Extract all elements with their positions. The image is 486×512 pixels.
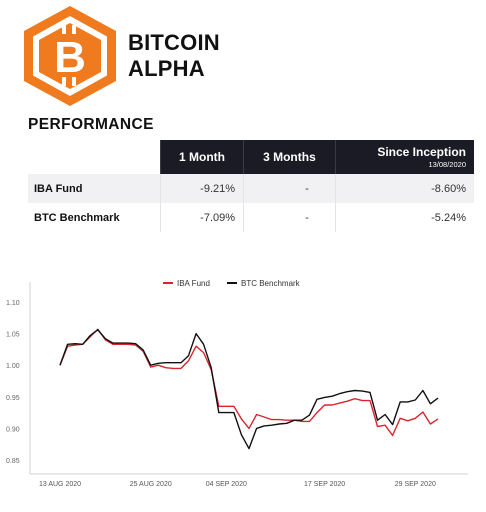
x-tick-label: 04 SEP 2020 (206, 481, 247, 488)
table-corner (28, 140, 161, 174)
brand-line-1: BITCOIN (128, 30, 220, 55)
performance-title: PERFORMANCE (28, 116, 154, 133)
column-header-1-month: 1 Month (159, 140, 244, 174)
column-header-3-months: 3 Months (243, 140, 336, 174)
performance-line-chart: 1.10 1.05 1.00 0.95 0.90 0.85 13 AUG 2020 25 AU… (6, 279, 468, 488)
y-tick-label: 1.10 (6, 300, 20, 307)
y-tick-label: 0.95 (6, 395, 20, 402)
x-tick-label: 29 SEP 2020 (395, 481, 436, 488)
cell-1-month: -9.21% (159, 174, 244, 203)
table-row: BTC Benchmark -7.09% - -5.24% (28, 203, 474, 232)
x-tick-label: 13 AUG 2020 (39, 481, 81, 488)
cell-3-months: - (243, 203, 336, 232)
y-tick-label: 1.00 (6, 363, 20, 370)
x-tick-label: 25 AUG 2020 (130, 481, 172, 488)
cell-since-inception: -8.60% (334, 174, 474, 203)
performance-table: 1 Month 3 Months Since Inception 13/08/2… (28, 140, 474, 232)
bitcoin-alpha-logo: B (24, 6, 116, 106)
legend-label: BTC Benchmark (241, 279, 301, 288)
legend-label: IBA Fund (177, 279, 210, 288)
cell-3-months: - (243, 174, 336, 203)
series-line-iba-fund (59, 328, 439, 437)
y-tick-label: 0.90 (6, 426, 20, 433)
brand-name: BITCOIN ALPHA (128, 30, 220, 82)
brand-line-2: ALPHA (128, 56, 205, 81)
cell-1-month: -7.09% (159, 203, 244, 232)
x-tick-label: 17 SEP 2020 (304, 481, 345, 488)
y-tick-label: 1.05 (6, 332, 20, 339)
inception-date: 13/08/2020 (428, 160, 466, 169)
y-tick-label: 0.85 (6, 458, 20, 465)
column-header-since-inception: Since Inception 13/08/2020 (334, 140, 474, 174)
row-label: IBA Fund (28, 174, 161, 203)
table-row: IBA Fund -9.21% - -8.60% (28, 174, 474, 203)
cell-since-inception: -5.24% (334, 203, 474, 232)
bitcoin-b-icon: B (54, 33, 86, 82)
series-line-btc-benchmark (59, 329, 439, 450)
row-label: BTC Benchmark (34, 211, 120, 224)
